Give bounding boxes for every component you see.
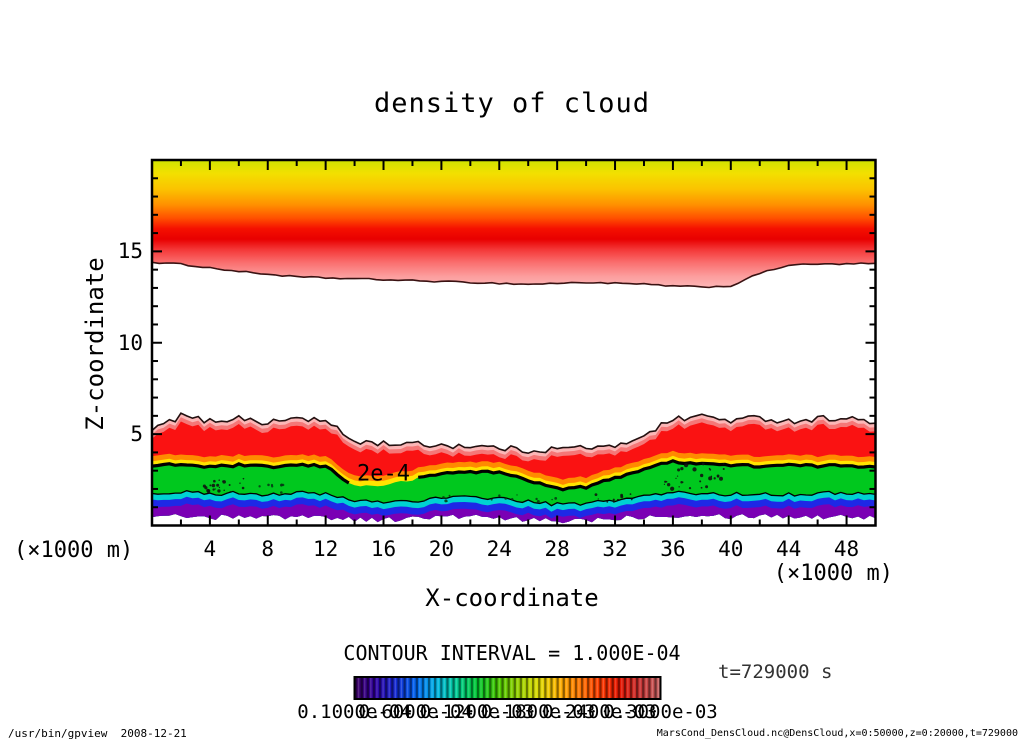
colorbar-value-label: 0.3000e-03: [603, 701, 718, 723]
x-tick-label: 48: [833, 537, 860, 561]
x-tick-label: 8: [261, 537, 275, 561]
colorbar-value-label: 0.1800e-03: [480, 701, 596, 723]
x-tick-label: 32: [602, 537, 628, 561]
x-tick-label: 40: [718, 537, 744, 561]
x-tick-label: 4: [203, 537, 217, 561]
contour-value-label: 2e-4: [357, 462, 410, 487]
x-unit-left-label: (×1000 m): [14, 538, 134, 563]
chart-title: density of cloud: [373, 88, 651, 119]
colorbar-value-label: 0.1000e-04: [297, 701, 412, 723]
x-tick-label: 16: [370, 537, 397, 561]
x-unit-right-label: (×1000 m): [773, 561, 893, 586]
y-tick-label: 15: [117, 239, 143, 264]
x-tick-label: 28: [544, 537, 570, 561]
colorbar-value-label: 0.1200e-03: [419, 701, 535, 723]
x-tick-label: 12: [312, 537, 339, 561]
footer-datasource: MarsCond_DensCloud.nc@DensCloud,x=0:5000…: [656, 728, 1018, 739]
x-tick-label: 36: [660, 537, 686, 561]
x-tick-label: 24: [486, 537, 512, 561]
footer-command-line: /usr/bin/gpview 2008-12-21: [8, 727, 187, 740]
x-tick-label: 44: [776, 537, 802, 561]
x-tick-label: 20: [428, 537, 455, 561]
y-tick-label: 10: [117, 330, 143, 355]
colorbar-value-label: 0.6000e-04: [358, 701, 473, 723]
time-label: t=729000 s: [718, 661, 833, 683]
y-tick-label: 5: [130, 422, 143, 447]
contour-interval-label: CONTOUR INTERVAL = 1.000E-04: [343, 641, 681, 665]
x-axis-label: X-coordinate: [425, 584, 599, 612]
colorbar-value-label: 0.2400e-03: [542, 701, 657, 723]
